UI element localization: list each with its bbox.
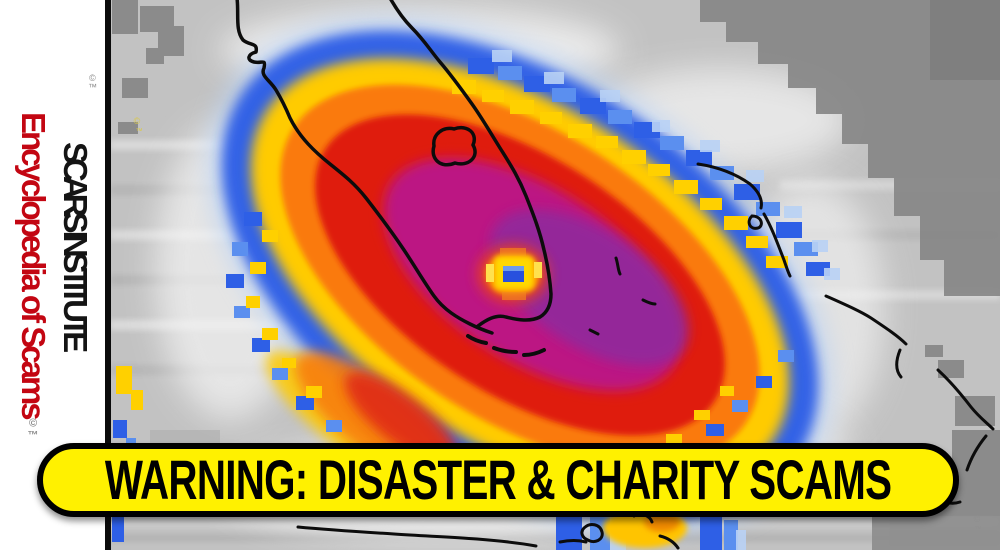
sidebar-vertical-title: SCARS INSTITUTE Encyclopedia of Scams©™ bbox=[12, 112, 96, 442]
sidebar-title-line1: SCARS INSTITUTE bbox=[57, 142, 94, 348]
lake-okeechobee bbox=[431, 126, 477, 167]
watermark-trademark: ™ bbox=[136, 128, 143, 135]
bahamas-island-north bbox=[696, 162, 792, 278]
florida-gulf-coastline bbox=[235, 0, 494, 335]
copyright-symbol: © bbox=[89, 73, 96, 83]
coastlines bbox=[235, 0, 995, 550]
bahamas-island-southeast bbox=[936, 368, 995, 505]
warning-banner: WARNING: DISASTER & CHARITY SCAMS bbox=[37, 443, 959, 517]
reef-dashes bbox=[588, 256, 657, 336]
image-watermark-gray: © ™ bbox=[974, 514, 982, 533]
florida-keys bbox=[466, 334, 546, 357]
sidebar-divider bbox=[105, 0, 111, 550]
image-watermark-yellow: © ™ bbox=[134, 116, 143, 135]
watermark-copyright: © bbox=[134, 116, 141, 126]
sidebar-title-line2-text: Encyclopedia of Scams bbox=[15, 112, 52, 418]
sidebar-title-line2: Encyclopedia of Scams©™ bbox=[12, 112, 54, 442]
bahamas-island-east bbox=[824, 294, 908, 379]
trademark-symbol: ™ bbox=[88, 82, 97, 92]
warning-banner-text: WARNING: DISASTER & CHARITY SCAMS bbox=[104, 448, 892, 511]
watermark-trademark: ™ bbox=[975, 526, 982, 533]
cuba-coastline bbox=[296, 512, 680, 550]
florida-east-coastline bbox=[389, 0, 553, 328]
hurricane-eye bbox=[477, 244, 549, 304]
watermark-copyright: © bbox=[974, 514, 981, 524]
storm-purple-lobe bbox=[490, 209, 689, 366]
sidebar-title-marks: ©™ bbox=[27, 417, 39, 442]
logo-copyright-trademark: © ™ bbox=[88, 74, 97, 92]
